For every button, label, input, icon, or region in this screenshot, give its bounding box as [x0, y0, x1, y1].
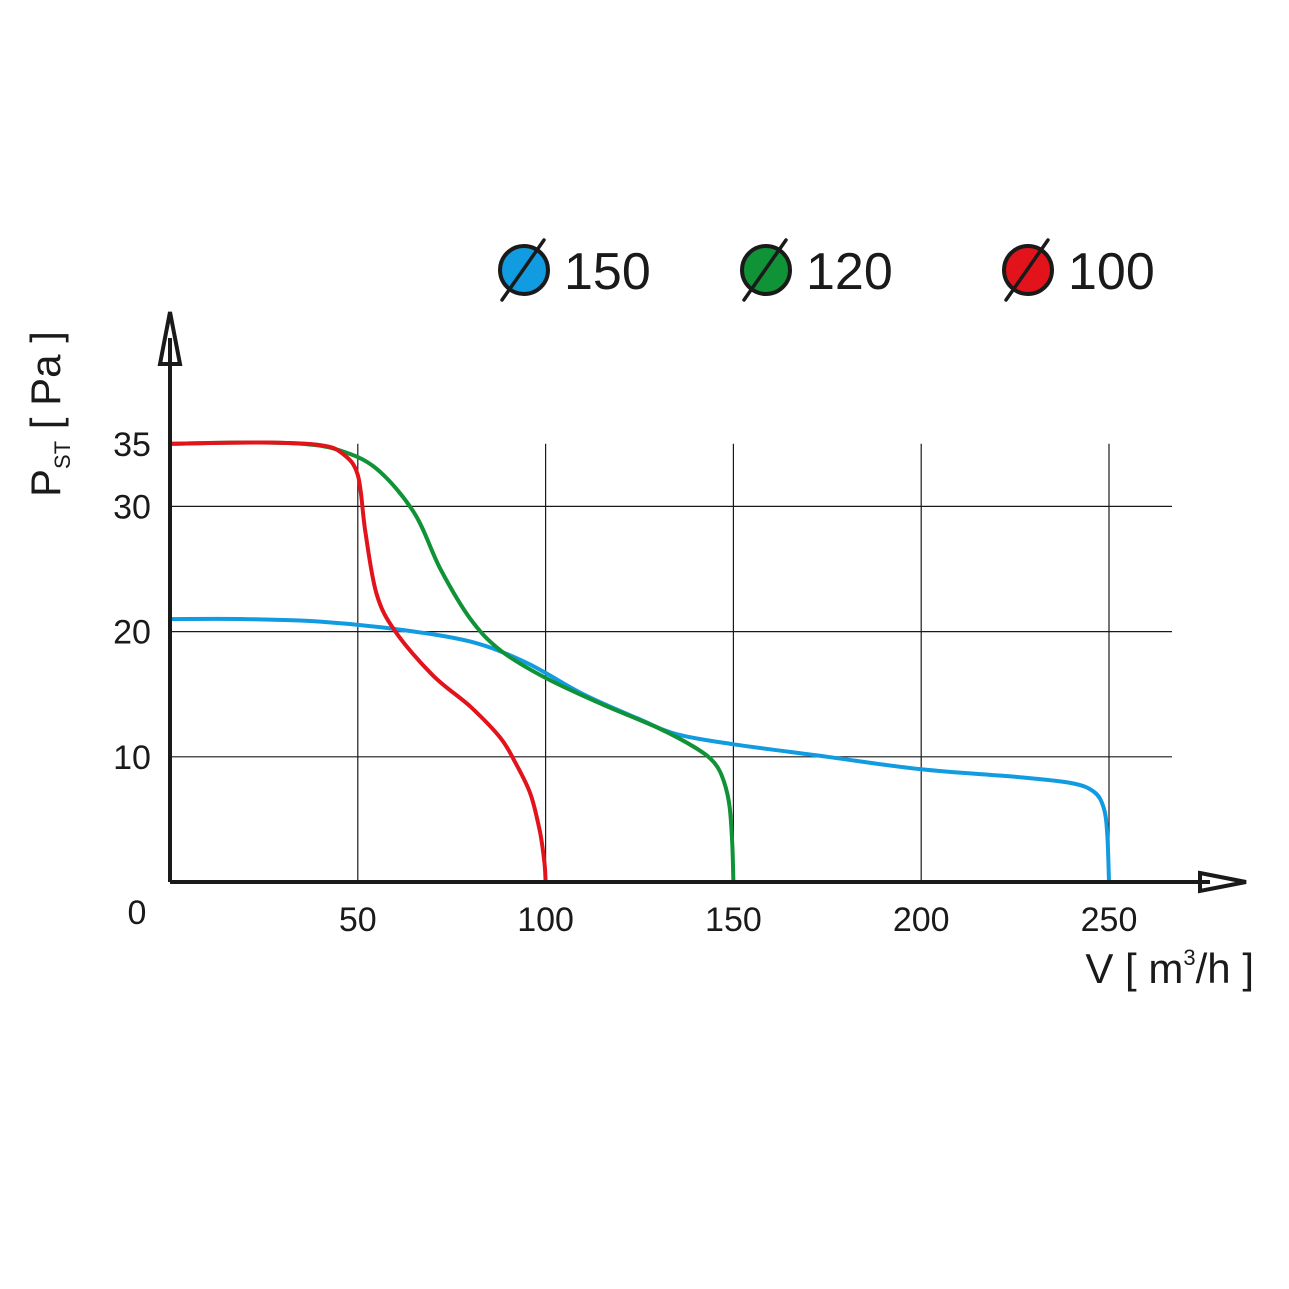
x-axis-title-superscript: 3	[1183, 945, 1195, 970]
legend-label-150: 150	[564, 243, 651, 301]
x-tick-label-150: 150	[705, 901, 762, 939]
legend-diameter-slash	[500, 238, 546, 302]
x-tick-label-250: 250	[1081, 901, 1138, 939]
axes	[157, 311, 1247, 894]
y-tick-label-35: 35	[113, 426, 151, 464]
y-axis-title: PST [ Pa ]	[22, 331, 75, 497]
x-axis-title: V [ m3/h ]	[1085, 945, 1254, 992]
series-line-100	[168, 440, 548, 884]
legend-diameter-slash	[1004, 238, 1050, 302]
legend-item-100: 100	[1002, 238, 1155, 302]
y-axis-title-subscript: ST	[50, 441, 75, 469]
tick-labels: 50 100 150 200 250 10 20 30 35	[113, 426, 1137, 939]
legend-label-100: 100	[1068, 243, 1155, 301]
x-tick-label-100: 100	[517, 901, 574, 939]
series-line-150	[168, 616, 1111, 884]
grid	[170, 443, 1172, 882]
legend-item-120: 120	[740, 238, 893, 302]
y-axis-arrowhead	[157, 311, 183, 366]
y-tick-label-30: 30	[113, 488, 151, 526]
legend-item-150: 150	[498, 238, 651, 302]
x-tick-label-50: 50	[339, 901, 377, 939]
origin-label: 0	[128, 894, 147, 932]
series-line-120	[168, 440, 736, 884]
y-tick-label-20: 20	[113, 614, 151, 652]
y-tick-label-10: 10	[113, 739, 151, 777]
legend-diameter-slash	[742, 238, 788, 302]
legend-label-120: 120	[806, 243, 893, 301]
x-tick-label-200: 200	[893, 901, 950, 939]
legend: 150 120 100	[498, 238, 1155, 302]
series-lines	[168, 440, 1111, 884]
x-axis-arrowhead	[1198, 870, 1247, 894]
